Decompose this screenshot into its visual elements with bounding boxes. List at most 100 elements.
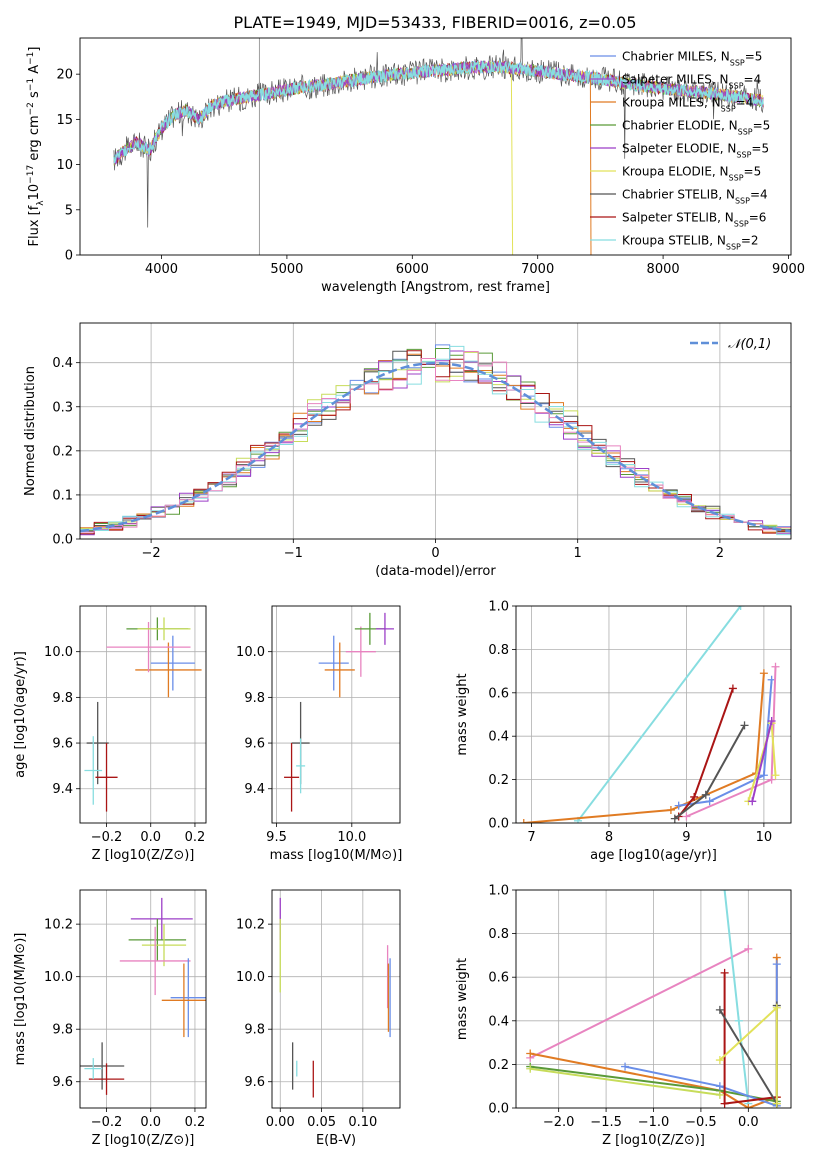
x-tick-label: 0 — [431, 546, 439, 561]
plot-area — [284, 612, 394, 812]
y-tick-label: 5 — [65, 203, 73, 218]
x-tick-label: 9.5 — [266, 830, 287, 845]
x-tick-label: 0.0 — [738, 1115, 759, 1130]
weight-marker — [715, 1056, 724, 1065]
weight-line — [529, 948, 749, 1059]
weight-marker — [715, 1082, 724, 1091]
x-axis-label: Z [log10(Z/Z⊙)] — [602, 1133, 705, 1148]
age-vs-Z-axes: −0.2 0.0 0.2 9.4 9.6 9.8 10.0 Z [log10(Z/Z⊙)] ag… — [13, 605, 207, 863]
weight-marker — [744, 1104, 753, 1108]
weight-line — [751, 720, 773, 802]
weight-line — [723, 890, 750, 1104]
weight-marker — [728, 684, 737, 693]
weight-marker — [526, 1064, 535, 1073]
y-tick-label: 10.2 — [236, 918, 265, 933]
legend-label: Salpeter STELIB, NSSP=6 — [622, 211, 766, 229]
y-tick-label: 0.8 — [488, 643, 509, 658]
gaussian-curve — [80, 361, 791, 533]
spectrum-spike — [510, 74, 514, 255]
axes-frame — [271, 605, 401, 824]
weight-marker — [736, 606, 745, 610]
x-tick-label: 0.0 — [140, 1115, 161, 1130]
axes-frame — [79, 322, 792, 540]
y-tick-label: 10.0 — [44, 970, 73, 985]
spectrum-spike — [589, 74, 592, 255]
x-axis-label: wavelength [Angstrom, rest frame] — [321, 280, 550, 295]
y-axis-label: Normed distribution — [23, 366, 38, 496]
y-tick-label: 9.8 — [52, 691, 73, 706]
weight-marker — [682, 812, 691, 821]
weight-marker — [720, 1099, 729, 1108]
x-tick-label: 5000 — [270, 262, 303, 277]
axes-frame — [271, 889, 401, 1109]
y-tick-label: 0.4 — [488, 730, 509, 745]
legend: Chabrier MILES, NSSP=5 Salpeter MILES, NS… — [590, 50, 770, 251]
residuals-axes: −2 −1 0 1 2 0.0 0.1 0.2 0.3 0.4 (data-model)/error… — [23, 322, 792, 579]
x-tick-label: 8 — [605, 830, 613, 845]
plot-area — [80, 344, 791, 536]
y-axis-label: mass [log10(M/M⊙)] — [13, 933, 28, 1066]
weight-marker — [674, 801, 683, 810]
y-tick-label: 9.6 — [244, 1075, 265, 1090]
axes-frame — [515, 889, 792, 1109]
legend-label: Chabrier ELODIE, NSSP=5 — [622, 119, 770, 137]
y-tick-label: 0.2 — [488, 1058, 509, 1073]
weight-marker — [720, 968, 729, 977]
weight-marker — [734, 1016, 743, 1025]
y-tick-label: 15 — [56, 113, 73, 128]
x-tick-label: 8000 — [647, 262, 680, 277]
x-tick-label: 2 — [716, 546, 724, 561]
y-tick-label: 1.0 — [488, 884, 509, 899]
x-tick-label: −1.0 — [638, 1115, 670, 1130]
x-tick-label: 1 — [574, 546, 582, 561]
y-tick-label: 9.6 — [52, 737, 73, 752]
weight-marker — [759, 771, 768, 780]
y-tick-label: 0.0 — [52, 533, 73, 548]
weight-marker — [701, 790, 710, 799]
x-tick-label: 0.0 — [140, 830, 161, 845]
y-tick-label: 10.0 — [44, 645, 73, 660]
legend-label: Kroupa ELODIE, NSSP=5 — [622, 165, 761, 183]
plot-area — [84, 617, 202, 812]
weight-marker — [748, 797, 757, 806]
legend-label: Salpeter ELODIE, NSSP=5 — [622, 142, 769, 160]
y-axis-label: age [log10(age/yr)] — [13, 651, 28, 778]
y-tick-label: 10.2 — [44, 918, 73, 933]
y-tick-label: 1.0 — [488, 600, 509, 615]
legend-label: Chabrier MILES, NSSP=5 — [622, 50, 762, 68]
weight-marker — [666, 805, 675, 814]
mass-vs-Z-axes: −0.2 0.0 0.2 9.6 9.8 10.0 10.2 Z [log10(Z/Z⊙)] m… — [13, 889, 207, 1148]
mass-weight-vs-age-axes: 7 8 9 10 0.0 0.2 0.4 0.6 0.8 1.0 age [log10(age/yr… — [455, 600, 792, 863]
age-vs-mass-axes: 9.5 10.0 9.4 9.6 9.8 10.0 mass [log10(M/M⊙)] — [236, 605, 402, 863]
y-tick-label: 0.4 — [52, 356, 73, 371]
weight-marker — [767, 775, 776, 784]
x-tick-label: −2 — [142, 546, 161, 561]
weight-marker — [740, 721, 749, 730]
x-tick-label: 9000 — [772, 262, 805, 277]
y-tick-label: 0.0 — [488, 817, 509, 832]
y-tick-label: 0.6 — [488, 971, 509, 986]
y-tick-label: 0.2 — [488, 773, 509, 788]
y-tick-label: 0.1 — [52, 488, 73, 503]
mass-vs-EBV-axes: 0.00 0.05 0.10 9.6 9.8 10.0 10.2 E(B-V) — [236, 889, 401, 1148]
y-tick-label: 0 — [65, 249, 73, 264]
x-axis-label: age [log10(age/yr)] — [590, 848, 717, 863]
x-axis-label: E(B-V) — [316, 1133, 356, 1148]
axes-frame — [79, 889, 207, 1109]
weight-line — [577, 606, 742, 822]
weight-line — [723, 972, 777, 1105]
axes-frame — [79, 605, 207, 824]
x-axis-label: (data-model)/error — [375, 564, 496, 579]
weight-marker — [670, 814, 679, 823]
y-tick-label: 10 — [56, 158, 73, 173]
x-tick-label: −1.5 — [590, 1115, 622, 1130]
plot-area — [279, 897, 391, 1098]
weight-marker — [705, 797, 714, 806]
y-axis-label: Flux [fλ10−17 erg cm−2 s−1 A−1] — [26, 47, 46, 247]
weight-marker — [720, 890, 729, 894]
x-tick-label: −0.2 — [91, 1115, 123, 1130]
plot-area — [519, 606, 780, 823]
x-tick-label: 7000 — [521, 262, 554, 277]
x-tick-label: 7 — [527, 830, 535, 845]
x-tick-label: 0.2 — [185, 830, 206, 845]
